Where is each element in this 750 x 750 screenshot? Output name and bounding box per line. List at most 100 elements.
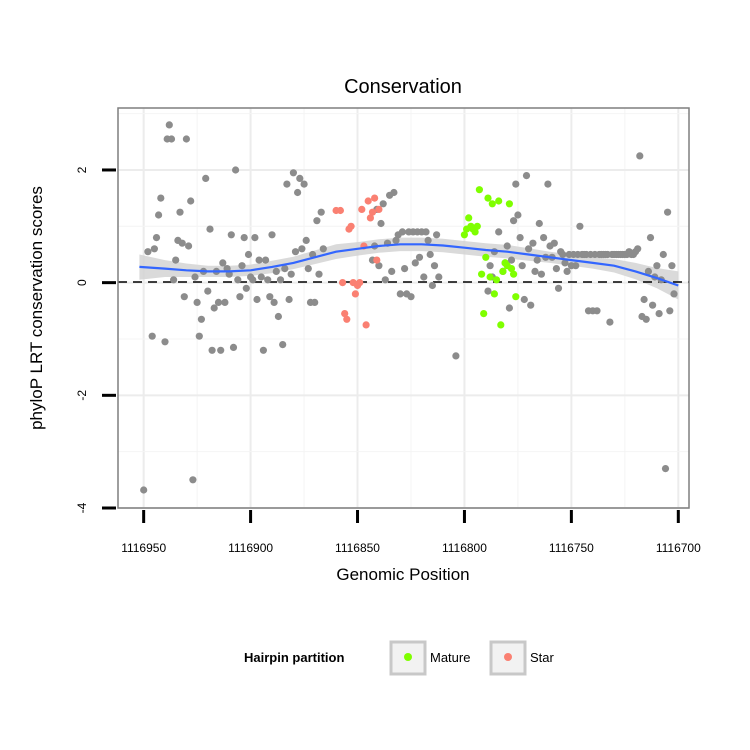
point-other: [535, 219, 543, 228]
point-mature: [497, 321, 505, 329]
point-other: [640, 295, 648, 304]
confidence-band: [139, 237, 679, 300]
point-other: [272, 267, 280, 275]
point-other: [257, 273, 265, 281]
point-star: [371, 194, 379, 202]
point-other: [634, 245, 642, 253]
legend: Hairpin partition Mature Star: [244, 640, 555, 676]
point-mature: [465, 214, 473, 222]
point-other: [522, 172, 531, 180]
point-other: [398, 228, 406, 236]
point-other: [242, 284, 250, 292]
point-other: [411, 259, 419, 267]
legend-marker-star: [504, 653, 512, 661]
x-tick-label: 1116750: [549, 541, 594, 555]
legend-label-star: Star: [530, 650, 555, 665]
point-other: [232, 166, 240, 174]
point-other: [550, 239, 558, 247]
point-other: [287, 270, 295, 278]
point-mature: [509, 270, 518, 278]
point-other: [285, 295, 293, 304]
point-other: [529, 239, 537, 247]
point-other: [576, 222, 584, 230]
point-other: [554, 284, 563, 292]
point-star: [362, 321, 370, 329]
point-other: [170, 276, 178, 284]
point-other: [276, 276, 285, 284]
point-other: [514, 211, 522, 219]
point-other: [452, 352, 460, 360]
point-other: [435, 273, 443, 281]
point-other: [375, 262, 383, 270]
y-tick-label: 2: [75, 166, 89, 173]
point-other: [144, 248, 152, 256]
point-other: [182, 135, 190, 143]
trend-line: [139, 243, 679, 287]
point-mature: [492, 276, 501, 284]
point-other: [229, 343, 238, 351]
point-other: [161, 338, 169, 346]
point-other: [495, 228, 503, 236]
point-other: [187, 197, 195, 205]
point-other: [424, 236, 432, 244]
point-other: [317, 208, 325, 216]
series-mature: [460, 186, 520, 329]
point-other: [264, 276, 272, 284]
point-other: [396, 290, 404, 298]
x-tick-label: 1116800: [442, 541, 487, 555]
point-other: [238, 262, 246, 270]
point-other: [422, 228, 430, 236]
point-mature: [478, 270, 486, 278]
point-other: [217, 346, 225, 354]
point-mature: [507, 265, 516, 273]
point-other: [172, 256, 180, 264]
point-star: [366, 214, 374, 222]
point-mature: [460, 231, 468, 239]
legend-title: Hairpin partition: [244, 650, 344, 665]
x-axis: 1116950 1116900 1116850 1116800 1116750 11167…: [121, 510, 701, 555]
point-other: [646, 234, 655, 242]
legend-label-mature: Mature: [430, 650, 470, 665]
point-other: [486, 262, 494, 270]
point-other: [255, 256, 263, 264]
point-mature: [495, 197, 503, 205]
point-other: [426, 250, 434, 259]
point-other: [430, 262, 439, 270]
point-mature: [482, 253, 490, 261]
point-other: [259, 346, 267, 354]
point-other: [176, 208, 184, 216]
point-other: [253, 295, 261, 304]
point-other: [274, 312, 282, 321]
point-other: [392, 236, 400, 244]
point-other: [516, 234, 524, 242]
point-other: [270, 298, 278, 306]
y-axis-title: phyloP LRT conservation scores: [27, 186, 46, 430]
point-other: [266, 293, 274, 301]
point-other: [533, 256, 541, 264]
point-other: [540, 234, 548, 242]
point-other: [315, 270, 323, 278]
point-other: [152, 234, 161, 242]
x-axis-title: Genomic Position: [336, 565, 469, 584]
point-other: [167, 135, 176, 143]
point-other: [206, 225, 214, 233]
point-mature: [471, 228, 479, 236]
point-star: [373, 256, 381, 264]
point-other: [268, 231, 276, 239]
point-other: [525, 245, 533, 253]
point-other: [653, 262, 661, 270]
point-other: [221, 298, 229, 306]
plot-border: [117, 107, 690, 509]
point-other: [289, 169, 297, 177]
point-other: [210, 304, 218, 312]
point-other: [537, 270, 546, 278]
point-other: [202, 174, 210, 182]
point-other: [249, 276, 257, 284]
point-other: [544, 180, 552, 188]
point-other: [283, 180, 291, 188]
point-mature: [490, 290, 498, 298]
point-other: [240, 234, 248, 242]
point-other: [178, 239, 186, 247]
point-other: [518, 262, 526, 270]
